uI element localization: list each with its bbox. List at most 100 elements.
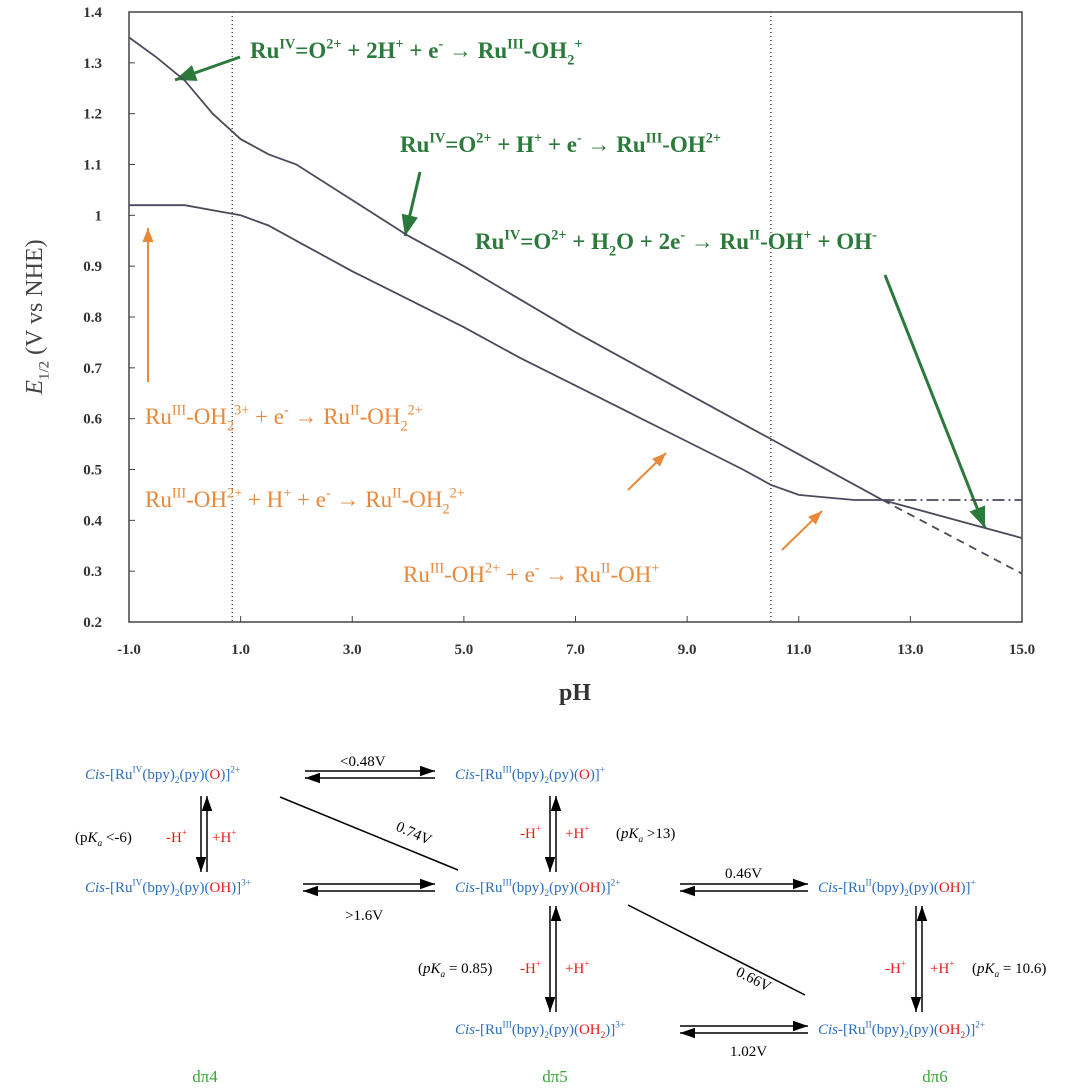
text-part: Cis [85, 767, 105, 783]
text-part: (bpy) [872, 1022, 905, 1038]
text-part: + [651, 560, 659, 576]
text-part: )] [590, 767, 600, 783]
text-part: pK [422, 961, 442, 977]
species: Cis-[RuIII(bpy)2(py)(OH2)]3+ [455, 1021, 625, 1042]
proton-label: +H+ [930, 960, 955, 977]
text-part: OH [579, 1022, 601, 1038]
text-part: - [535, 560, 540, 576]
text-part: + e [500, 562, 535, 587]
text-part: → Ru [685, 229, 749, 254]
text-part: )] [601, 880, 611, 896]
x-tick-label: 1.0 [231, 642, 250, 658]
y-tick-label: 1.4 [83, 5, 102, 21]
text-part: + [901, 960, 906, 970]
text-part: + e [404, 38, 439, 63]
potential-label: >1.6V [345, 908, 383, 924]
y-tick-label: 0.7 [83, 361, 102, 377]
line-series [129, 204, 883, 501]
text-part: =O [445, 132, 476, 157]
text-part: -OH [610, 562, 651, 587]
text-part: 1/2 [37, 361, 53, 380]
text-part: (bpy) [142, 767, 175, 783]
text-part: O [209, 767, 220, 783]
text-part: ( [418, 961, 423, 977]
text-part: + 2H [342, 38, 396, 63]
text-part: 2 [175, 889, 180, 899]
proton-label: +H+ [565, 960, 590, 977]
proton-label: -H+ [166, 829, 187, 846]
text-part: - [438, 36, 443, 52]
text-part: -OH [444, 562, 485, 587]
text-part: -OH [186, 404, 227, 429]
text-part: + H [567, 229, 610, 254]
text-part: → Ru [540, 562, 602, 587]
text-part: + [283, 485, 291, 501]
text-part: (bpy) [512, 767, 545, 783]
text-part: = 0.85) [445, 961, 492, 977]
text-part: + [536, 825, 541, 835]
y-tick-label: 1.2 [83, 107, 102, 123]
y-tick-label: 0.5 [83, 463, 102, 479]
text-part: a [639, 835, 644, 845]
text-part: a [98, 839, 103, 849]
text-part: III [507, 36, 524, 52]
text-part: IV [133, 879, 143, 889]
text-part: 2+ [611, 879, 621, 889]
x-tick-label: 15.0 [1009, 642, 1035, 658]
text-part: -H [520, 826, 536, 842]
text-part: → Ru [331, 487, 393, 512]
text-part: 2 [904, 1031, 909, 1041]
text-part: IV [429, 130, 446, 146]
text-part: 2 [544, 776, 549, 786]
text-part: II [866, 1021, 872, 1031]
annotation: RuIV=O2+ + H2O + 2e- → RuII-OH+ + OH- [475, 227, 877, 259]
text-part: (py)( [179, 767, 209, 783]
text-part: pK [976, 961, 996, 977]
text-part: -[Ru [105, 767, 133, 783]
text-part: pK [620, 826, 640, 842]
text-part: II [392, 485, 402, 501]
text-part: (py)( [549, 767, 579, 783]
plot-frame [128, 11, 1023, 623]
text-part: + H [492, 132, 535, 157]
species: Cis-[RuIV(bpy)2(py)(O)]2+ [85, 766, 240, 787]
text-part: -[Ru [105, 880, 133, 896]
pka-label: (pKa >13) [616, 826, 675, 845]
text-part: + H [242, 487, 283, 512]
text-part: (bpy) [512, 880, 545, 896]
text-part: a [995, 970, 1000, 980]
text-part: -OH [662, 132, 706, 157]
text-part: + e [249, 404, 284, 429]
pka-label: (pKa = 0.85) [418, 961, 492, 980]
text-part: +H [565, 826, 584, 842]
text-part: (p [75, 830, 88, 846]
text-part: Cis [85, 880, 105, 896]
text-part: + [804, 227, 812, 243]
text-part: 2 [567, 52, 574, 68]
x-tick-label: 7.0 [566, 642, 585, 658]
text-part: III [503, 879, 512, 889]
text-part: a [441, 970, 446, 980]
x-tick-label: 3.0 [343, 642, 362, 658]
text-part: )] [605, 1022, 615, 1038]
text-part: -OH [402, 487, 443, 512]
potential-label: 1.02V [730, 1044, 767, 1060]
text-part: Ru [145, 404, 172, 429]
annotation: RuIII-OH2+ + e- → RuII-OH+ [403, 560, 659, 587]
potential-label: 0.46V [725, 866, 762, 882]
text-part: )] [961, 880, 971, 896]
text-part: + [584, 960, 589, 970]
text-part: + [396, 36, 404, 52]
text-part: III [646, 130, 663, 146]
line-series [128, 36, 1023, 539]
text-part: 2 [961, 1031, 966, 1041]
species: Cis-[RuIII(bpy)2(py)(O)]+ [455, 766, 605, 787]
text-part: <-6) [102, 830, 132, 846]
scheme-arrows [195, 765, 928, 1039]
text-part: 2 [227, 418, 234, 434]
text-part: +H [565, 961, 584, 977]
d-electron-label: dπ4 [192, 1067, 218, 1086]
proton-label: -H+ [520, 825, 541, 842]
text-part: + [182, 829, 187, 839]
